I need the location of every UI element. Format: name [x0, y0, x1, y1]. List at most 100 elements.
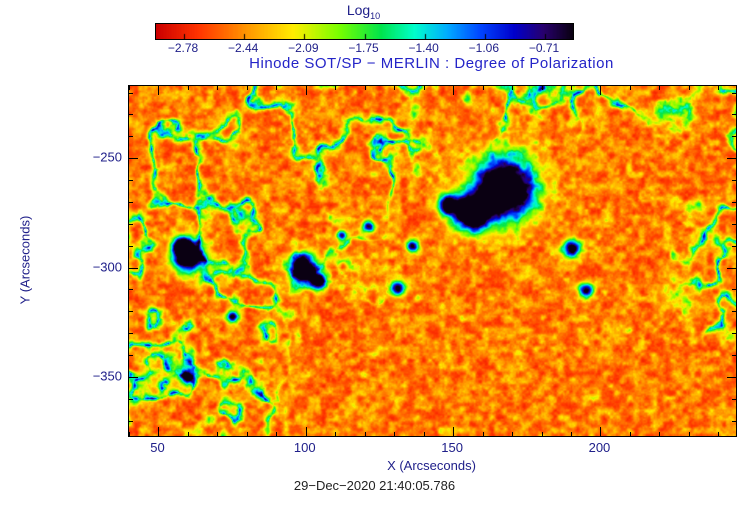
colorbar-title: Log10 — [155, 2, 572, 21]
axis-tick-mark — [129, 376, 138, 378]
axis-tick-mark — [718, 432, 720, 436]
axis-tick-mark — [129, 245, 133, 247]
timestamp-caption: 29−Dec−2020 21:40:05.786 — [293, 478, 456, 493]
x-tick-label: 150 — [441, 440, 463, 455]
x-tick-label: 200 — [588, 440, 611, 455]
axis-tick-mark — [423, 432, 425, 436]
axis-tick-mark — [541, 432, 543, 436]
axis-tick-mark — [600, 427, 602, 436]
axis-tick-mark — [394, 86, 396, 90]
y-tick-label: −250 — [92, 149, 122, 165]
colorbar-tick-labels: −2.78 −2.44 −2.09 −1.75 −1.40 −1.06 −0.7… — [155, 41, 572, 55]
axis-tick-mark — [423, 86, 425, 90]
axis-tick-mark — [129, 158, 138, 160]
axis-tick-mark — [276, 432, 278, 436]
plot-frame — [128, 85, 737, 437]
axis-tick-mark — [688, 86, 690, 90]
axis-tick-mark — [129, 355, 133, 357]
axis-tick-mark — [129, 398, 133, 400]
axis-tick-mark — [727, 376, 736, 378]
axis-tick-mark — [732, 245, 736, 247]
axis-tick-mark — [732, 398, 736, 400]
colorbar-tick-label: −0.71 — [528, 41, 560, 55]
axis-tick-mark — [732, 355, 736, 357]
axis-tick-mark — [732, 92, 736, 94]
x-axis-tick-labels: 50 100 150 200 — [128, 440, 735, 456]
y-tick-label: −350 — [92, 368, 122, 384]
plot-title: Hinode SOT/SP − MERLIN : Degree of Polar… — [249, 55, 614, 72]
colorbar-title-subscript: 10 — [370, 10, 381, 21]
axis-tick-mark — [364, 86, 366, 90]
axis-tick-mark — [727, 267, 736, 269]
axis-tick-mark — [732, 223, 736, 225]
colorbar-tick-label: −2.44 — [227, 41, 259, 55]
axis-tick-mark — [129, 333, 133, 335]
axis-tick-mark — [187, 86, 189, 90]
axis-tick-mark — [129, 136, 133, 138]
axis-tick-mark — [276, 86, 278, 90]
axis-tick-mark — [629, 86, 631, 90]
axis-tick-mark — [732, 289, 736, 291]
axis-tick-mark — [217, 86, 219, 90]
axis-tick-mark — [732, 420, 736, 422]
axis-tick-mark — [659, 86, 661, 90]
heatmap-image — [129, 86, 736, 436]
axis-tick-mark — [570, 86, 572, 90]
axis-tick-mark — [600, 86, 602, 95]
axis-tick-mark — [129, 92, 133, 94]
axis-tick-mark — [727, 158, 736, 160]
axis-tick-mark — [659, 432, 661, 436]
axis-tick-mark — [482, 432, 484, 436]
axis-tick-mark — [129, 267, 138, 269]
axis-tick-mark — [246, 432, 248, 436]
axis-tick-mark — [732, 180, 736, 182]
colorbar-tick-label: −2.09 — [288, 41, 319, 55]
axis-tick-mark — [305, 86, 307, 95]
axis-tick-mark — [629, 432, 631, 436]
y-axis-label: Y (Arcseconds) — [17, 215, 33, 305]
axis-tick-mark — [129, 311, 133, 313]
axis-tick-mark — [541, 86, 543, 90]
axis-tick-mark — [129, 201, 133, 203]
axis-tick-mark — [129, 289, 133, 291]
colorbar — [155, 23, 574, 40]
colorbar-tick-label: −2.78 — [167, 41, 199, 55]
axis-tick-mark — [732, 136, 736, 138]
axis-tick-mark — [305, 427, 307, 436]
axis-tick-mark — [688, 432, 690, 436]
axis-tick-mark — [129, 420, 133, 422]
colorbar-tick-label: −1.75 — [348, 41, 379, 55]
axis-tick-mark — [158, 86, 160, 95]
axis-tick-mark — [732, 333, 736, 335]
axis-tick-mark — [129, 86, 130, 90]
axis-tick-mark — [394, 432, 396, 436]
y-tick-label: −300 — [92, 259, 122, 275]
x-tick-label: 100 — [293, 440, 316, 455]
axis-tick-mark — [129, 432, 130, 436]
axis-tick-mark — [246, 86, 248, 90]
colorbar-tick-label: −1.40 — [408, 41, 439, 55]
x-tick-label: 50 — [150, 440, 165, 455]
axis-tick-mark — [187, 432, 189, 436]
colorbar-title-text: Log — [346, 2, 371, 18]
axis-tick-mark — [482, 86, 484, 90]
axis-tick-mark — [335, 432, 337, 436]
axis-tick-mark — [364, 432, 366, 436]
y-axis-tick-labels: −250 −300 −350 — [72, 85, 122, 435]
axis-tick-mark — [129, 180, 133, 182]
axis-tick-mark — [453, 427, 455, 436]
colorbar-tick-label: −1.06 — [468, 41, 500, 55]
axis-tick-mark — [732, 311, 736, 313]
colorbar-gradient — [156, 24, 573, 39]
axis-tick-mark — [129, 114, 133, 116]
axis-tick-mark — [718, 86, 720, 90]
axis-tick-mark — [129, 223, 133, 225]
axis-tick-mark — [732, 114, 736, 116]
axis-tick-mark — [335, 86, 337, 90]
axis-tick-mark — [512, 432, 514, 436]
axis-tick-mark — [453, 86, 455, 95]
axis-tick-mark — [158, 427, 160, 436]
axis-tick-mark — [217, 432, 219, 436]
axis-tick-mark — [512, 86, 514, 90]
